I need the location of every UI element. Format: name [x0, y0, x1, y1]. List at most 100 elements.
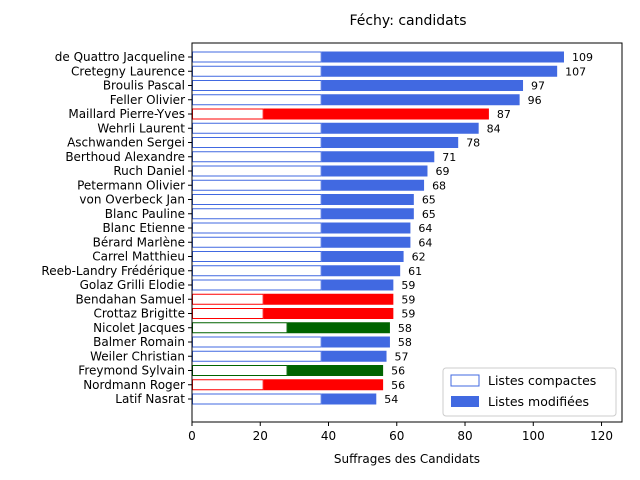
- x-axis-label: Suffrages des Candidats: [334, 452, 480, 466]
- x-tick-label: 80: [457, 429, 472, 443]
- bar-compact: [192, 336, 322, 348]
- y-tick-label: Berthoud Alexandre: [65, 150, 185, 164]
- y-tick-label: Ruch Daniel: [113, 164, 185, 178]
- bar-compact: [192, 293, 264, 305]
- legend-label-compact: Listes compactes: [488, 373, 596, 388]
- value-label: 84: [487, 122, 501, 135]
- value-label: 87: [497, 108, 511, 121]
- x-tick-label: 120: [590, 429, 613, 443]
- bar-modified: [321, 165, 428, 177]
- value-label: 64: [418, 236, 432, 249]
- bar-compact: [192, 236, 322, 248]
- value-label: 56: [391, 379, 405, 392]
- bar-modified: [287, 322, 390, 334]
- y-tick-label: Blanc Etienne: [102, 221, 185, 235]
- value-label: 59: [401, 279, 415, 292]
- y-tick-label: Bérard Marlène: [93, 235, 185, 249]
- y-tick-label: Golaz Grilli Elodie: [80, 278, 185, 292]
- value-label: 109: [572, 51, 593, 64]
- x-tick-label: 0: [188, 429, 196, 443]
- y-tick-label: Aschwanden Sergei: [67, 136, 185, 150]
- y-tick-label: Broulis Pascal: [103, 79, 185, 93]
- y-tick-label: von Overbeck Jan: [79, 193, 185, 207]
- value-label: 64: [418, 222, 432, 235]
- bar-modified: [321, 194, 414, 205]
- bar-modified: [321, 151, 435, 163]
- bar-modified: [287, 365, 384, 376]
- bar-modified: [263, 379, 384, 391]
- y-tick-label: Cretegny Laurence: [71, 64, 185, 78]
- legend: Listes compactes Listes modifiées: [442, 367, 617, 417]
- bar-modified: [263, 308, 394, 319]
- bar-modified: [321, 65, 558, 77]
- bar-modified: [321, 122, 479, 134]
- y-tick-label: Wehrli Laurent: [97, 121, 185, 135]
- legend-swatch-compact: [450, 374, 480, 387]
- y-tick-label: Reeb-Landry Frédérique: [41, 264, 185, 278]
- bar-compact: [192, 80, 322, 91]
- bar-modified: [321, 208, 414, 220]
- y-tick-label: Nicolet Jacques: [93, 321, 185, 335]
- bar-compact: [192, 122, 322, 134]
- y-tick-label: Carrel Matthieu: [92, 250, 185, 264]
- bar-compact: [192, 365, 288, 376]
- bar-compact: [192, 179, 322, 191]
- bar-modified: [321, 179, 425, 191]
- bar-compact: [192, 165, 322, 177]
- bar-modified: [263, 108, 489, 120]
- y-tick-label: Latif Nasrat: [115, 392, 185, 406]
- y-tick-label: Freymond Sylvain: [78, 364, 185, 378]
- value-label: 71: [442, 151, 456, 164]
- bar-compact: [192, 194, 322, 205]
- bar-modified: [321, 137, 459, 148]
- value-label: 56: [391, 365, 405, 378]
- x-tick-label: 40: [321, 429, 336, 443]
- bar-modified: [321, 265, 401, 277]
- bar-modified: [321, 350, 387, 362]
- bar-modified: [321, 336, 390, 348]
- value-label: 54: [384, 393, 398, 406]
- bar-modified: [321, 80, 524, 91]
- bar-compact: [192, 65, 322, 77]
- bar-modified: [263, 293, 394, 305]
- bar-compact: [192, 251, 322, 262]
- y-tick-label: Blanc Pauline: [105, 207, 185, 221]
- value-label: 69: [435, 165, 449, 178]
- x-tick-label: 100: [522, 429, 545, 443]
- value-label: 65: [422, 194, 436, 207]
- value-label: 65: [422, 208, 436, 221]
- value-label: 58: [398, 336, 412, 349]
- y-tick-label: Petermann Olivier: [77, 178, 185, 192]
- bar-compact: [192, 322, 288, 334]
- x-tick-label: 60: [389, 429, 404, 443]
- legend-box: [442, 367, 617, 417]
- plot-frame: [191, 42, 623, 423]
- bar-compact: [192, 265, 322, 277]
- value-labels: 1091079796878478716968656564646261595959…: [384, 51, 593, 406]
- bar-compact: [192, 51, 322, 63]
- y-tick-label: Balmer Romain: [93, 335, 185, 349]
- y-tick-label: Crottaz Brigitte: [93, 307, 185, 321]
- legend-label-modified: Listes modifiées: [488, 394, 589, 409]
- bar-compact: [192, 379, 264, 391]
- bar-compact: [192, 94, 322, 106]
- bars-group: [192, 51, 564, 405]
- value-label: 96: [528, 94, 542, 107]
- bar-modified: [321, 393, 377, 405]
- bar-compact: [192, 350, 322, 362]
- bar-compact: [192, 108, 264, 120]
- value-label: 97: [531, 80, 545, 93]
- bar-compact: [192, 208, 322, 220]
- y-tick-label: Maillard Pierre-Yves: [68, 107, 185, 121]
- value-label: 58: [398, 322, 412, 335]
- bar-compact: [192, 393, 322, 405]
- bar-modified: [321, 94, 520, 106]
- y-tick-label: Nordmann Roger: [83, 378, 185, 392]
- bar-compact: [192, 279, 322, 291]
- y-tick-label: de Quattro Jacqueline: [55, 50, 185, 64]
- value-label: 107: [565, 65, 586, 78]
- value-label: 61: [408, 265, 422, 278]
- value-label: 78: [466, 137, 480, 150]
